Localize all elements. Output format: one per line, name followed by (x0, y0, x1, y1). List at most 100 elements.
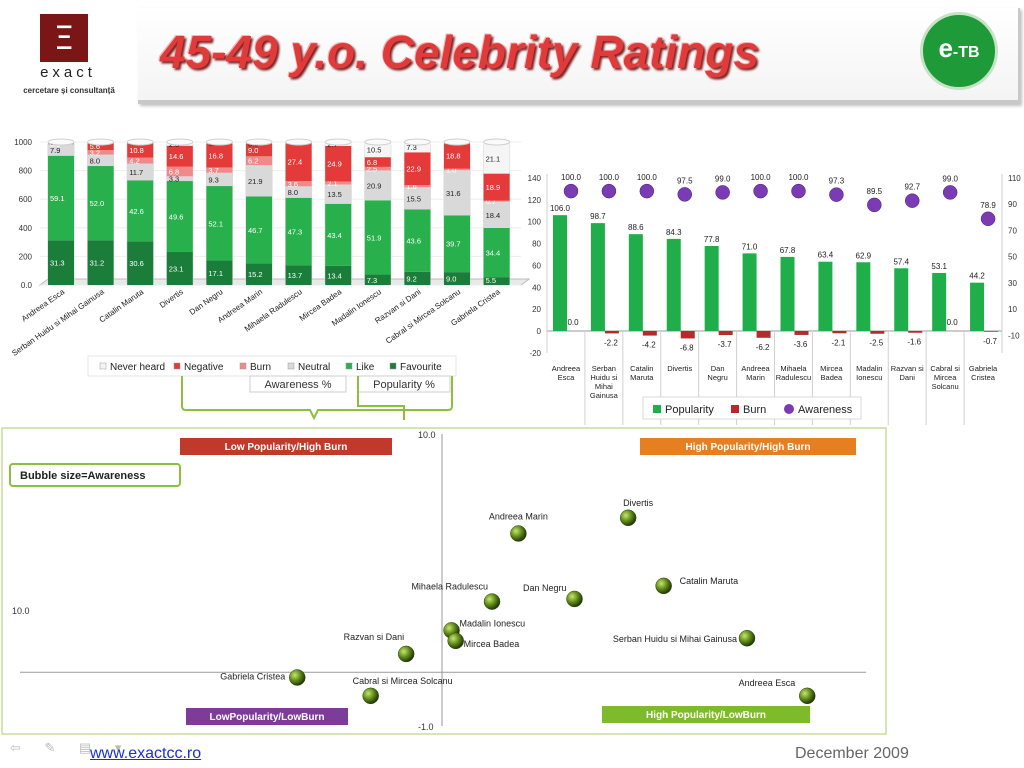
bubble-point-label: Cabral si Mircea Solcanu (353, 676, 453, 686)
exact-logo-icon: Ξ (53, 19, 75, 57)
stacked-bar-value-label: 10.5 (367, 146, 382, 155)
combo-chart-right-tick: 90 (1008, 200, 1017, 209)
stacked-bar-segment (166, 166, 193, 177)
stacked-chart-legend-swatch (99, 362, 107, 370)
stacked-chart-legend-swatch (173, 362, 181, 370)
slide-nav-icons[interactable]: ⇦ ✎ ▤ ▾ (10, 740, 132, 755)
stacked-bar-value-label: 11.7 (129, 168, 143, 177)
awareness-value-label: 100.0 (637, 173, 658, 182)
combo-chart-left-tick: 120 (528, 196, 542, 205)
bubble-point-label: Dan Negru (523, 583, 567, 593)
stacked-bar-value-label: 27.4 (288, 158, 303, 167)
stacked-bar-cap (364, 138, 392, 146)
footer-link[interactable]: www.exactcc.ro (90, 745, 202, 762)
stacked-bar-value-label: 0.7 (486, 197, 496, 206)
stacked-bar-value-label: 8.0 (90, 156, 100, 165)
bubble-point-label: Razvan si Dani (344, 632, 405, 642)
stacked-bar-segment (206, 260, 233, 285)
bubble-point-label: Mircea Badea (464, 639, 520, 649)
awareness-dot (753, 183, 768, 199)
stacked-bar-segment (246, 143, 272, 157)
combo-chart-left-tick: 60 (532, 261, 541, 270)
combo-chart-right-tick: 70 (1008, 226, 1017, 235)
stacked-bar-segment (166, 176, 193, 182)
popularity-value-label: 63.4 (818, 251, 834, 260)
combo-chart-left-tick: 80 (532, 240, 541, 249)
burn-value-label: -0.7 (983, 337, 997, 346)
popularity-bar (742, 253, 757, 331)
stacked-bar-segment (404, 187, 431, 210)
stacked-chart-category-label: Divertis (158, 287, 185, 310)
stacked-bar-segment (404, 141, 431, 153)
burn-bar (756, 331, 771, 338)
stacked-bar-segment (285, 265, 312, 285)
stacked-bar-value-label: 43.4 (327, 231, 342, 240)
combo-chart-category-label: Esca (558, 373, 576, 382)
stacked-bar-value-label: 2.5 (367, 165, 377, 174)
burn-bar (642, 331, 657, 336)
combo-chart-category-label: Mihai (595, 382, 613, 391)
stacked-chart-ytick: 600 (19, 195, 33, 204)
stacked-bar-value-label: 3.6 (288, 180, 298, 189)
stacked-chart-annotations: Awareness % Popularity % (181, 375, 453, 421)
stacked-chart-legend-label: Never heard (110, 362, 165, 373)
stacked-bar-segment (364, 157, 391, 167)
popularity-value-label: 44.2 (969, 272, 985, 281)
stacked-chart-legend-label: Burn (250, 362, 271, 373)
stacked-bar-segment (166, 145, 193, 167)
stacked-bar-segment (206, 172, 233, 187)
stacked-bar-segment (87, 150, 114, 155)
stacked-bar-segment (48, 144, 74, 156)
etb-badge-suffix: -TB (952, 44, 980, 61)
popularity-bar (553, 215, 567, 331)
stacked-bar-value-label: 22.9 (406, 165, 421, 174)
combo-legend-swatch-burn (731, 405, 739, 413)
bubble-point-label: Andreea Esca (739, 678, 796, 688)
stacked-bar-value-label: 6.8 (169, 167, 179, 176)
footer-date: December 2009 (795, 745, 909, 762)
stacked-chart-ytick: 400 (19, 224, 33, 233)
stacked-bar-value-label: 20.9 (367, 181, 382, 190)
stacked-bar-value-label: 4.2 (129, 157, 139, 166)
stacked-bar-value-label: 9.0 (446, 275, 456, 284)
quadrant-label: High Popularity/LowBurn (646, 710, 766, 721)
stacked-bar-cap (87, 138, 115, 146)
awareness-value-label: 99.0 (942, 174, 958, 183)
bubble-chart-frame: 10.0 -1.0 10.0 Low Popularity/High Burn High… (1, 427, 887, 735)
popularity-bar (780, 256, 795, 331)
stacked-chart-legend-swatch (287, 362, 295, 370)
stacked-bar-value-label: 46.7 (248, 226, 263, 235)
stacked-bar-cap (245, 138, 273, 146)
combo-chart-category-label: Dani (899, 373, 915, 382)
combo-chart-left-tick: -20 (529, 349, 541, 358)
bubble-point-label: Serban Huidu si Mihai Gainusa (613, 634, 737, 644)
awareness-bracket (181, 376, 453, 421)
burn-bar (604, 331, 619, 334)
stacked-bar-value-label: 24.9 (327, 160, 342, 169)
stacked-bar-cap (483, 138, 511, 146)
stacked-bar-cap (285, 138, 313, 146)
combo-chart-right-tick: 10 (1008, 305, 1017, 314)
popularity-bar (666, 238, 681, 331)
quadrant-label: Low Popularity/High Burn (225, 442, 348, 453)
burn-value-label: -2.2 (604, 338, 618, 347)
combo-chart-category-label: Radulescu (776, 373, 811, 382)
stacked-chart-legend-swatch (389, 362, 397, 370)
stacked-bar-segment (444, 170, 470, 216)
bubble-point (447, 632, 464, 650)
burn-bar (794, 331, 809, 335)
combo-legend-label: Awareness (798, 404, 853, 416)
combo-chart-category-label: Cristea (971, 373, 996, 382)
stacked-bar-value-label: 39.7 (446, 240, 461, 249)
stacked-bar-segment (127, 142, 154, 158)
stacked-bar-value-label: 1.0 (446, 165, 456, 174)
stacked-bar-value-label: 7.3 (367, 276, 377, 285)
combo-chart-right-tick: 50 (1008, 253, 1017, 262)
stacked-bar-value-label: 7.9 (50, 146, 60, 155)
stacked-bar-value-label: 31.3 (50, 259, 65, 268)
combo-chart-category-label: Mircea (934, 373, 957, 382)
quadrant-label: LowPopularity/LowBurn (210, 712, 325, 723)
bubble-point (655, 577, 672, 595)
combo-chart-category-label: Mihaela (780, 364, 807, 373)
